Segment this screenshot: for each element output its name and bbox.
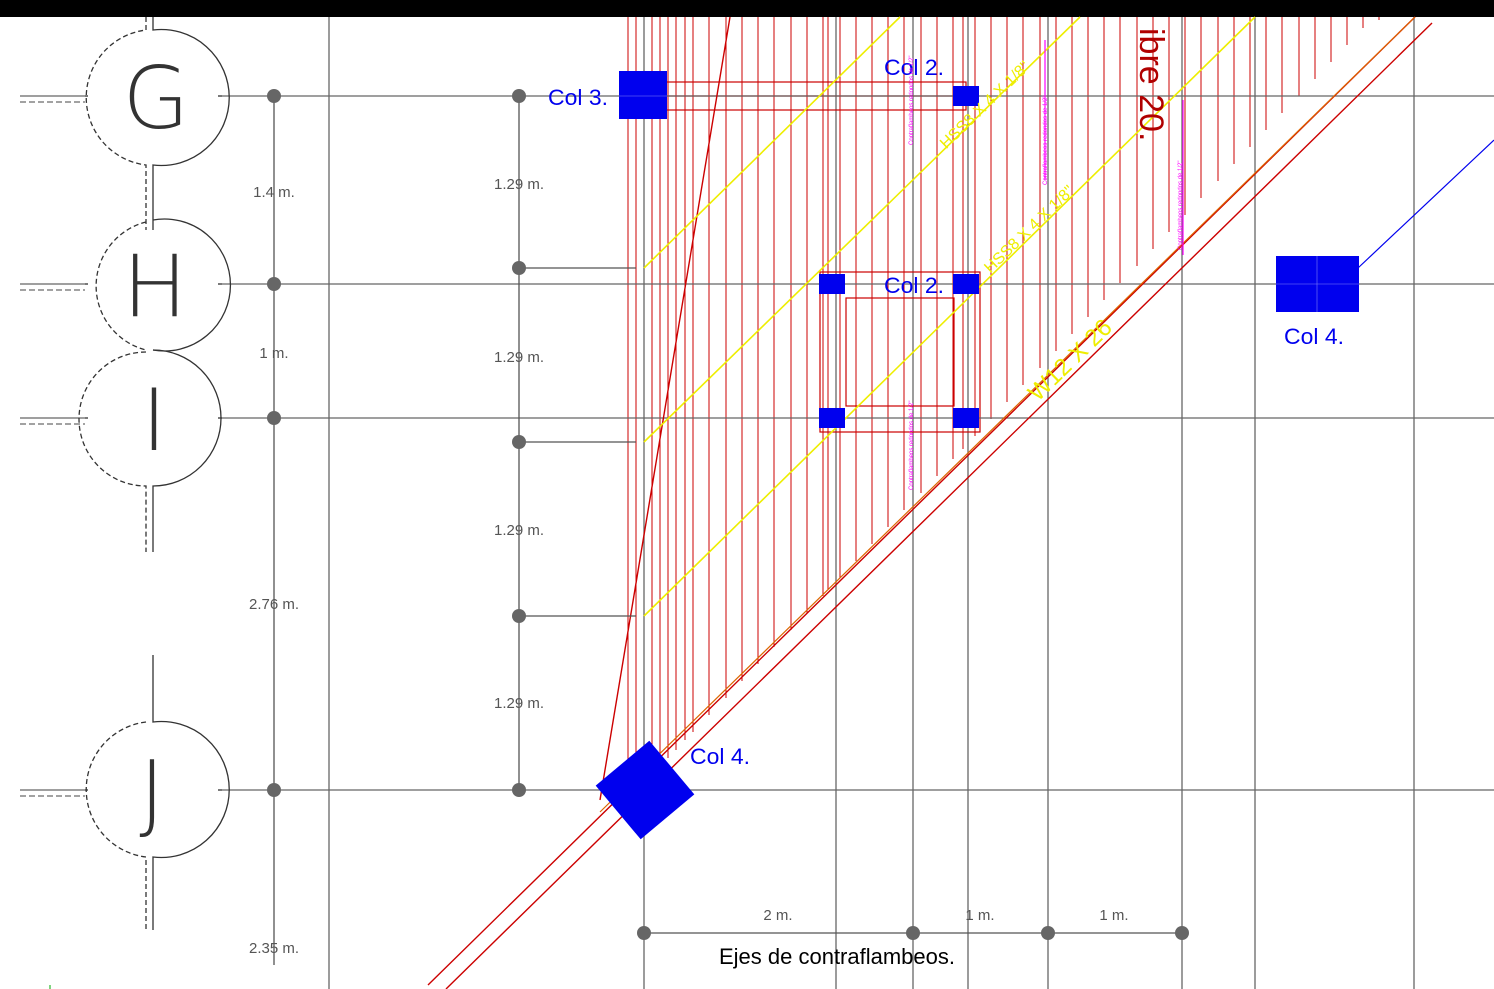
label-col2-mid: Col 2. [884, 273, 944, 298]
magenta-note-lines [1044, 40, 1184, 255]
bracing-note-1: Contraflambeos redondos de 1/2" [909, 55, 915, 145]
label-col4-rot: Col 4. [690, 744, 750, 769]
dim-mid-3: 1.29 m. [494, 522, 544, 539]
column-col2-b [953, 274, 979, 294]
label-col2-top: Col 2. [884, 55, 944, 80]
column-col2-top [953, 86, 979, 106]
dimension-labels: 1.4 m. 1 m. 2.76 m. 2.35 m. 1.29 m. 1.29… [249, 176, 1129, 957]
axis-bubbles [78, 17, 232, 930]
label-beam-w12: W12 X 26 [1023, 314, 1118, 407]
dim-mid-1: 1.29 m. [494, 176, 544, 193]
axis-bubble-caps [85, 95, 222, 791]
column-col4-rotated [595, 740, 695, 840]
axis-letter-i: I [141, 371, 166, 471]
column-crosslines [619, 95, 1359, 312]
dimension-dots [267, 89, 1189, 940]
dim-bottom-1: 2 m. [763, 907, 792, 924]
label-hss-1: HSS8 X 4 X 1/8" [937, 58, 1034, 152]
label-col4-right: Col 4. [1284, 324, 1344, 349]
axis-letter-j: J [139, 743, 164, 843]
label-title-fragment: ibre 20. [1132, 28, 1170, 141]
diagonal-orange-line [599, 16, 1416, 813]
caption-bracing-axes: Ejes de contraflambeos. [719, 944, 955, 969]
top-black-bar [0, 0, 1494, 17]
bracing-note-3: Contraflambeos redondos de 1/2" [1043, 95, 1049, 185]
bracing-notes: Contraflambeos redondos de 1/2" Contrafl… [909, 55, 1184, 490]
diagonal-beam-lines [427, 16, 1433, 989]
dim-left-3: 2.76 m. [249, 596, 299, 613]
axis-letter-h: H [123, 237, 188, 337]
dim-mid-4: 1.29 m. [494, 695, 544, 712]
label-hss-2: HSS8 X 4 X 1/8" [981, 183, 1078, 277]
dim-left-1: 1.4 m. [253, 184, 295, 201]
column-labels: Col 3. Col 2. Col 2. Col 4. Col 4. [548, 55, 1344, 769]
column-col2-a [819, 274, 845, 294]
diagonal-blue-line [1357, 139, 1494, 269]
dim-bottom-3: 1 m. [1099, 907, 1128, 924]
hss-yellow-lines [643, 16, 1256, 617]
bracing-note-2: Contraflambeos redondos de 1/2" [909, 400, 915, 490]
axis-letter-g: G [123, 49, 190, 149]
axis-letters: G H I J [123, 49, 190, 843]
horizontal-gridlines [20, 95, 1494, 791]
column-col2-c [819, 408, 845, 428]
column-col3 [619, 71, 667, 119]
bracing-note-4: Contraflambeos redondos de 1/2" [1178, 160, 1184, 250]
dim-left-4: 2.35 m. [249, 940, 299, 957]
axis-leader-dashes [20, 101, 85, 797]
column-col2-d [953, 408, 979, 428]
dim-left-2: 1 m. [259, 345, 288, 362]
dim-bottom-2: 1 m. [965, 907, 994, 924]
dimension-lines [273, 96, 1182, 965]
dim-mid-2: 1.29 m. [494, 349, 544, 366]
columns [595, 71, 1359, 840]
label-col3: Col 3. [548, 85, 608, 110]
